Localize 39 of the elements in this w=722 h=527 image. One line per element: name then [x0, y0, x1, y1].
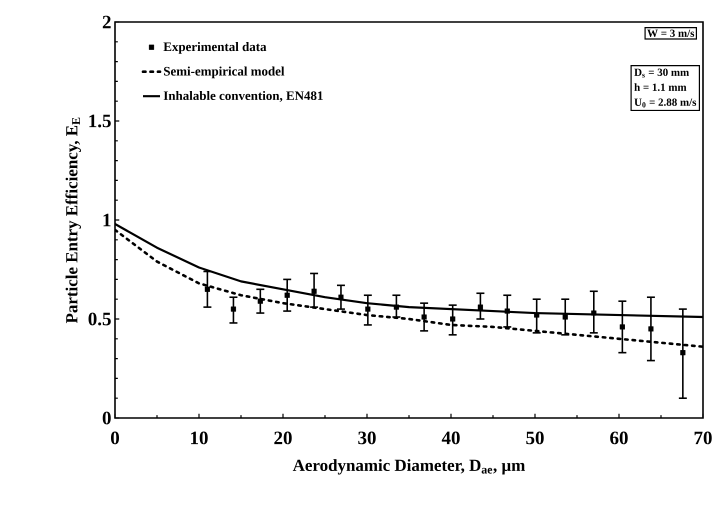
x-tick-label: 30 [358, 432, 376, 444]
y-tick-label: 1 [104, 214, 110, 226]
legend-label: Inhalable convention, EN481 [164, 90, 323, 102]
point [311, 288, 317, 294]
y-tick-label: 1.5 [89, 114, 111, 128]
x-tick-label: 40 [442, 432, 460, 444]
point [478, 304, 483, 310]
y-tick-label: 2 [102, 16, 111, 28]
point [680, 350, 686, 356]
point [562, 314, 568, 320]
point [591, 310, 596, 316]
y-tick-label: 0 [102, 412, 111, 424]
point [204, 286, 210, 292]
annotation: D$_{s}$ = 30 mm [634, 68, 689, 78]
annotation: U$_{0}$ = 2.88 m/s [634, 98, 696, 108]
point [394, 304, 399, 310]
x-axis-title: Aerodynamic Diameter, D$_{ae}$, µm [292, 459, 526, 475]
point [258, 298, 263, 304]
point [534, 312, 540, 318]
point [422, 314, 427, 320]
point [504, 308, 510, 314]
point [365, 306, 370, 312]
annotation: h = 1.1 mm [634, 83, 686, 91]
point [230, 306, 236, 312]
x-tick-label: 70 [694, 432, 712, 444]
x-tick-label: 60 [610, 432, 628, 444]
x-tick-label: 10 [191, 432, 208, 444]
x-tick-label: 20 [274, 432, 292, 444]
y-axis-title: Particle Entry Efficiency, E$_{E}$ [65, 118, 81, 324]
x-tick-label: 0 [110, 432, 120, 444]
point [284, 292, 290, 298]
point [648, 326, 654, 332]
legend-label: Semi-empirical model [164, 66, 284, 78]
annotation: W = 3 m/s [647, 30, 694, 38]
y-tick-label: 0.5 [88, 312, 111, 326]
point [620, 324, 625, 330]
point [450, 316, 456, 322]
x-tick-label: 50 [526, 432, 544, 444]
legend-label: Experimental data [164, 42, 266, 54]
